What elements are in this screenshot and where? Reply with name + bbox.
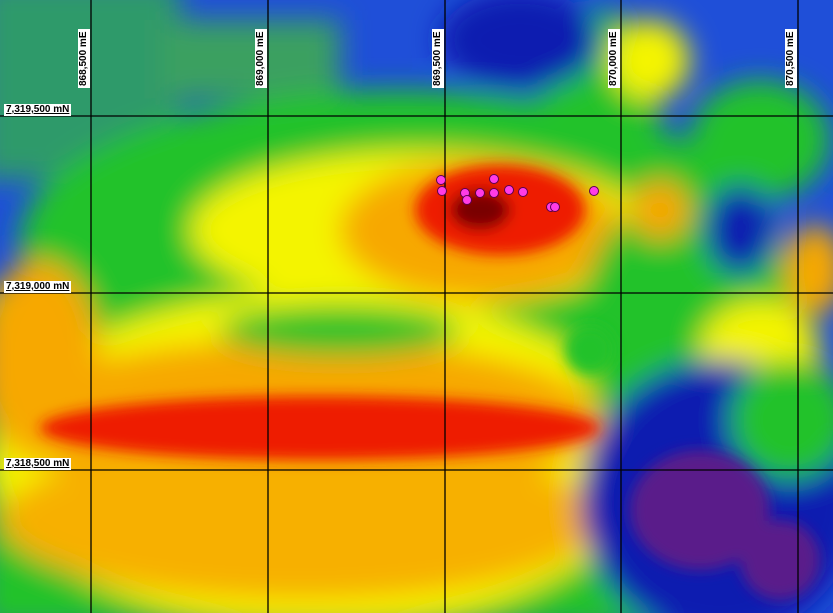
sample-point (504, 185, 514, 195)
sample-point (489, 174, 499, 184)
sample-point (437, 186, 447, 196)
anomaly-cores (40, 165, 820, 600)
sample-point (589, 186, 599, 196)
northing-label-7319500: 7,319,500 mN (4, 104, 72, 116)
sample-point (489, 188, 499, 198)
sample-points (436, 174, 599, 212)
northing-label-7318500: 7,318,500 mN (4, 458, 72, 470)
easting-label-868500: 868,500 mE (78, 29, 90, 88)
sample-point (462, 195, 472, 205)
northing-label-7319000: 7,319,000 mN (4, 281, 72, 293)
sample-point (436, 175, 446, 185)
sample-point (550, 202, 560, 212)
easting-label-870500: 870,500 mE (785, 29, 797, 88)
sample-point (475, 188, 485, 198)
easting-label-869000: 869,000 mE (255, 29, 267, 88)
sample-point (518, 187, 528, 197)
easting-label-870000: 870,000 mE (608, 29, 620, 88)
easting-label-869500: 869,500 mE (432, 29, 444, 88)
